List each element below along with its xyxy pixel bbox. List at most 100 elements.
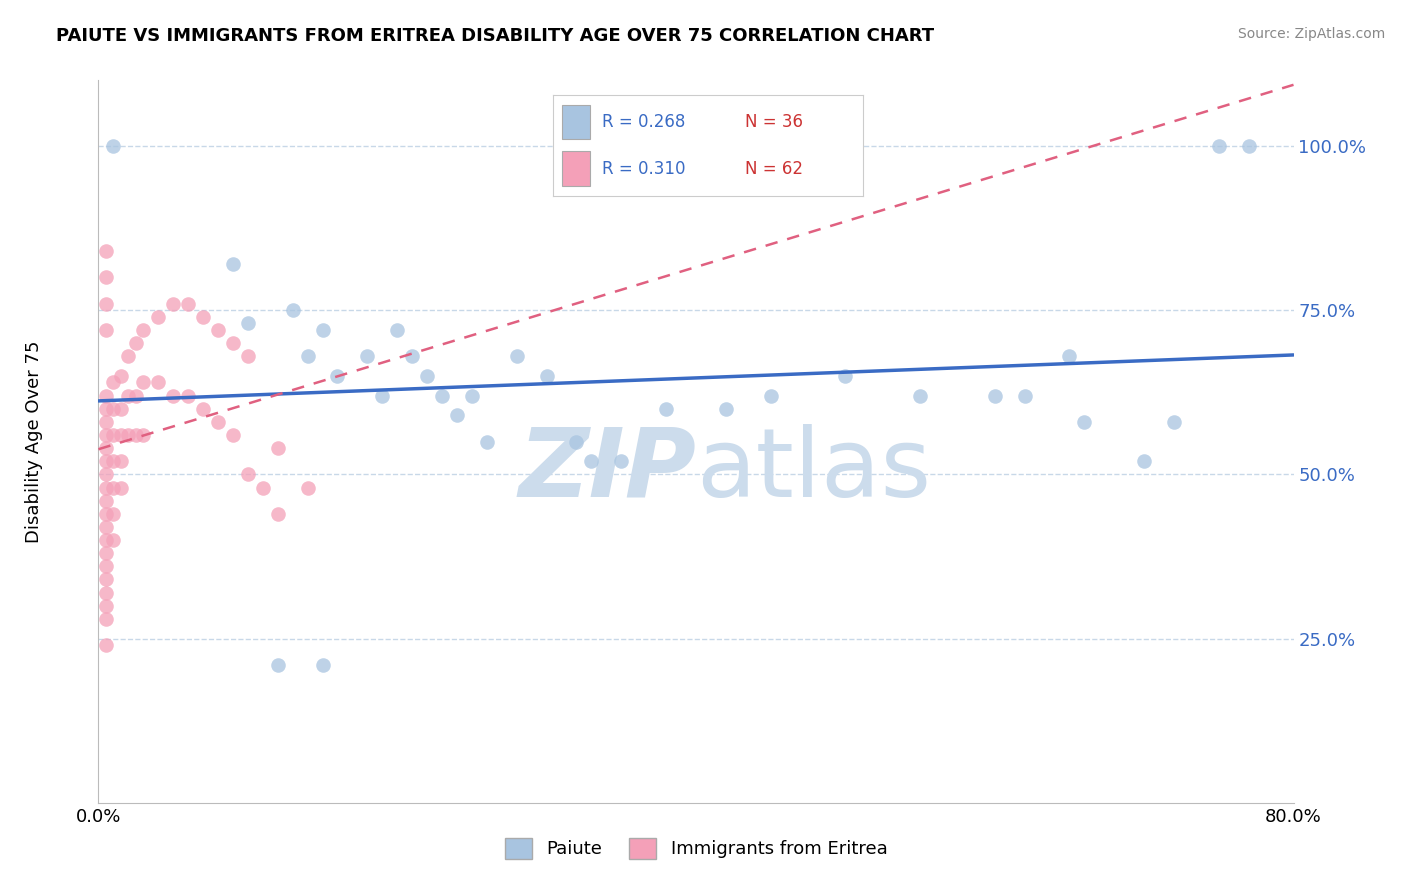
Point <box>94 520 117 534</box>
Point <box>236 316 259 330</box>
Text: PAIUTE VS IMMIGRANTS FROM ERITREA DISABILITY AGE OVER 75 CORRELATION CHART: PAIUTE VS IMMIGRANTS FROM ERITREA DISABI… <box>56 27 935 45</box>
Point <box>94 244 117 258</box>
Point <box>1163 415 1185 429</box>
Point <box>655 401 678 416</box>
Point <box>94 296 117 310</box>
Point <box>1133 454 1156 468</box>
Point <box>984 388 1007 402</box>
Point <box>385 323 409 337</box>
Point <box>94 533 117 547</box>
Legend: Paiute, Immigrants from Eritrea: Paiute, Immigrants from Eritrea <box>498 830 894 866</box>
Point <box>103 533 125 547</box>
Point <box>191 310 214 324</box>
Point <box>132 428 155 442</box>
Point <box>1208 139 1230 153</box>
Point <box>267 441 290 455</box>
Point <box>371 388 394 402</box>
Point <box>94 559 117 574</box>
Point <box>267 657 290 672</box>
Point <box>207 415 229 429</box>
Point <box>162 296 184 310</box>
Point <box>103 401 125 416</box>
Point <box>94 467 117 482</box>
Point <box>311 657 333 672</box>
Point <box>110 368 132 383</box>
Point <box>94 612 117 626</box>
Point <box>125 336 148 351</box>
Point <box>356 349 378 363</box>
Point <box>281 303 304 318</box>
Point <box>94 454 117 468</box>
Point <box>117 428 139 442</box>
Point <box>94 573 117 587</box>
Point <box>132 376 155 390</box>
Point <box>475 434 498 449</box>
Point <box>117 388 139 402</box>
Point <box>103 481 125 495</box>
Point <box>132 323 155 337</box>
Text: ZIP: ZIP <box>517 424 696 517</box>
Point <box>125 388 148 402</box>
Point <box>536 368 558 383</box>
Point <box>267 507 290 521</box>
Point <box>610 454 633 468</box>
Point <box>94 546 117 560</box>
Point <box>94 401 117 416</box>
Point <box>908 388 931 402</box>
Point <box>461 388 484 402</box>
Point <box>148 310 170 324</box>
Point <box>222 336 245 351</box>
Point <box>94 415 117 429</box>
Point <box>311 323 333 337</box>
Point <box>416 368 439 383</box>
Point <box>401 349 423 363</box>
Point <box>714 401 737 416</box>
Point <box>94 585 117 599</box>
Point <box>125 428 148 442</box>
Point <box>581 454 603 468</box>
Point <box>110 428 132 442</box>
Point <box>1073 415 1095 429</box>
Point <box>222 257 245 271</box>
Point <box>207 323 229 337</box>
Text: Source: ZipAtlas.com: Source: ZipAtlas.com <box>1237 27 1385 41</box>
Point <box>148 376 170 390</box>
Point <box>252 481 274 495</box>
Point <box>103 376 125 390</box>
Point <box>759 388 782 402</box>
Point <box>297 349 319 363</box>
Point <box>94 323 117 337</box>
Point <box>297 481 319 495</box>
Point <box>94 481 117 495</box>
Point <box>94 638 117 652</box>
Point <box>94 441 117 455</box>
Point <box>430 388 453 402</box>
Point <box>177 388 200 402</box>
Point <box>191 401 214 416</box>
Point <box>94 493 117 508</box>
Text: atlas: atlas <box>696 424 931 517</box>
Point <box>94 599 117 613</box>
Point <box>506 349 529 363</box>
Point <box>1237 139 1260 153</box>
Point <box>94 270 117 285</box>
Point <box>565 434 588 449</box>
Y-axis label: Disability Age Over 75: Disability Age Over 75 <box>25 340 42 543</box>
Point <box>236 467 259 482</box>
Point <box>177 296 200 310</box>
Point <box>103 428 125 442</box>
Point <box>103 454 125 468</box>
Point <box>162 388 184 402</box>
Point <box>110 401 132 416</box>
Point <box>94 507 117 521</box>
Point <box>94 428 117 442</box>
Point <box>103 507 125 521</box>
Point <box>236 349 259 363</box>
Point <box>446 409 468 423</box>
Point <box>1014 388 1036 402</box>
Point <box>834 368 856 383</box>
Point <box>222 428 245 442</box>
Point <box>110 454 132 468</box>
Point <box>1059 349 1081 363</box>
Point <box>94 388 117 402</box>
